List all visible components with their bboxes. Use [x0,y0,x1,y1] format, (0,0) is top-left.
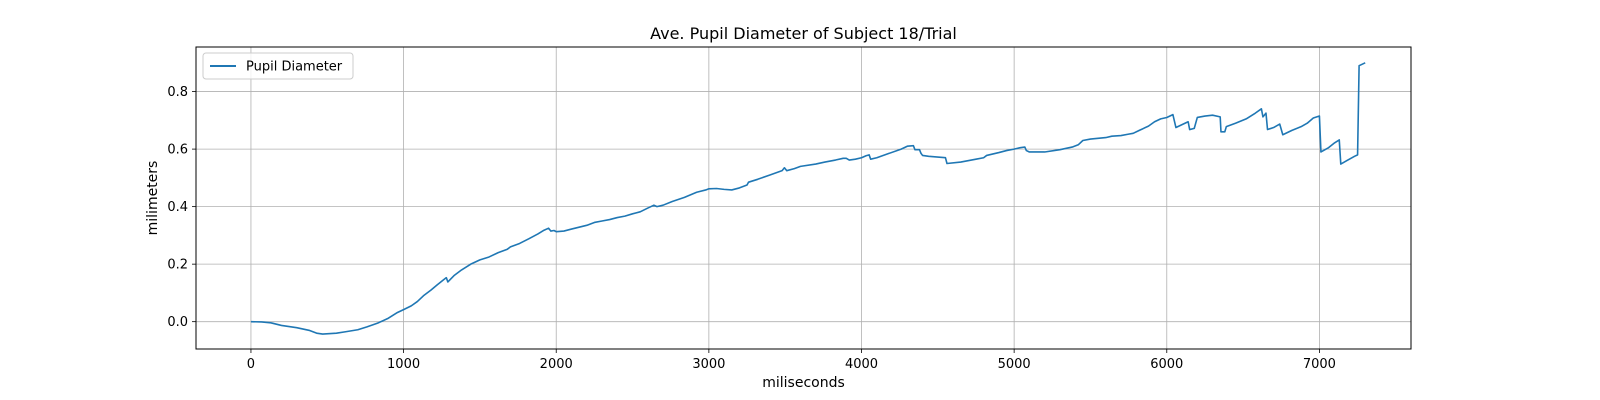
y-tick-label: 0.2 [167,258,188,273]
series-layer [250,62,1366,335]
plot-frame [195,46,1412,350]
y-tick-label: 0.6 [167,143,188,158]
y-tick-label: 0.8 [167,85,188,100]
x-tick-label: 2000 [540,357,573,372]
legend: Pupil Diameter [202,52,354,80]
x-tick-label: 0 [247,357,255,372]
x-tick-label: 6000 [1150,357,1183,372]
y-tick-label: 0.0 [167,315,188,330]
x-tick-label: 4000 [845,357,878,372]
y-tick-label: 0.4 [167,200,188,215]
legend-box [202,52,354,80]
x-tick-label: 7000 [1303,357,1336,372]
chart-title: Ave. Pupil Diameter of Subject 18/Trial [650,24,957,43]
x-axis-label: miliseconds [762,375,845,391]
y-axis-label: milimeters [145,161,161,236]
grid [196,47,1411,349]
legend-label-pupil-diameter: Pupil Diameter [246,60,343,75]
axis-ticks: 0 1000 2000 3000 4000 5000 6000 7000 0.0 0.2 0.4 0.… [167,85,1336,372]
x-tick-label: 1000 [387,357,420,372]
x-tick-label: 5000 [998,357,1031,372]
x-tick-label: 3000 [692,357,725,372]
series-line-0 [250,62,1366,335]
